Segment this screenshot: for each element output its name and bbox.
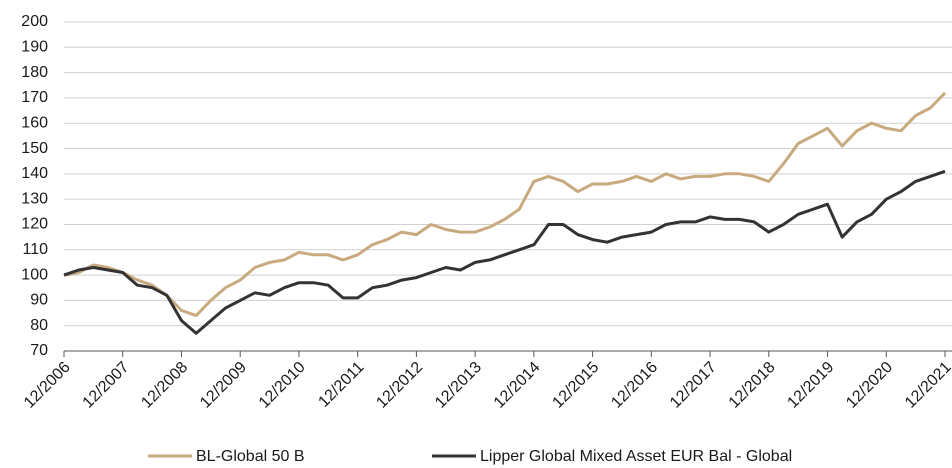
legend-label: Lipper Global Mixed Asset EUR Bal - Glob… [480,448,792,465]
x-tick-label: 12/2016 [608,359,661,412]
x-tick-label: 12/2017 [667,359,720,412]
x-tick-label: 12/2019 [784,359,837,412]
x-tick-label: 12/2021 [902,359,952,412]
x-tick-label: 12/2009 [197,359,250,412]
x-tick-label: 12/2013 [432,359,485,412]
x-tick-label: 12/2014 [491,359,544,412]
y-tick-label: 70 [30,342,48,359]
y-tick-label: 130 [21,190,48,207]
y-tick-label: 140 [21,165,48,182]
y-tick-label: 90 [30,292,48,309]
x-tick-label: 12/2015 [549,359,602,412]
y-tick-label: 200 [21,13,48,30]
y-tick-label: 180 [21,64,48,81]
x-tick-label: 12/2012 [373,359,426,412]
legend-label: BL-Global 50 B [196,448,305,465]
series-line [63,169,946,335]
x-tick-label: 12/2020 [843,359,896,412]
y-tick-label: 170 [21,89,48,106]
x-tick-label: 12/2011 [315,359,367,411]
x-tick-label: 12/2006 [21,359,74,412]
series-line [63,91,947,318]
x-tick-label: 12/2018 [726,359,779,412]
y-tick-label: 100 [21,266,48,283]
x-tick-label: 12/2007 [80,359,133,412]
y-tick-label: 190 [21,39,48,56]
x-tick-label: 12/2008 [138,359,191,412]
y-tick-label: 160 [21,114,48,131]
y-tick-label: 150 [21,140,48,157]
y-tick-label: 120 [21,216,48,233]
y-tick-label: 110 [22,241,48,258]
x-tick-label: 12/2010 [256,359,309,412]
y-tick-label: 80 [30,317,48,334]
